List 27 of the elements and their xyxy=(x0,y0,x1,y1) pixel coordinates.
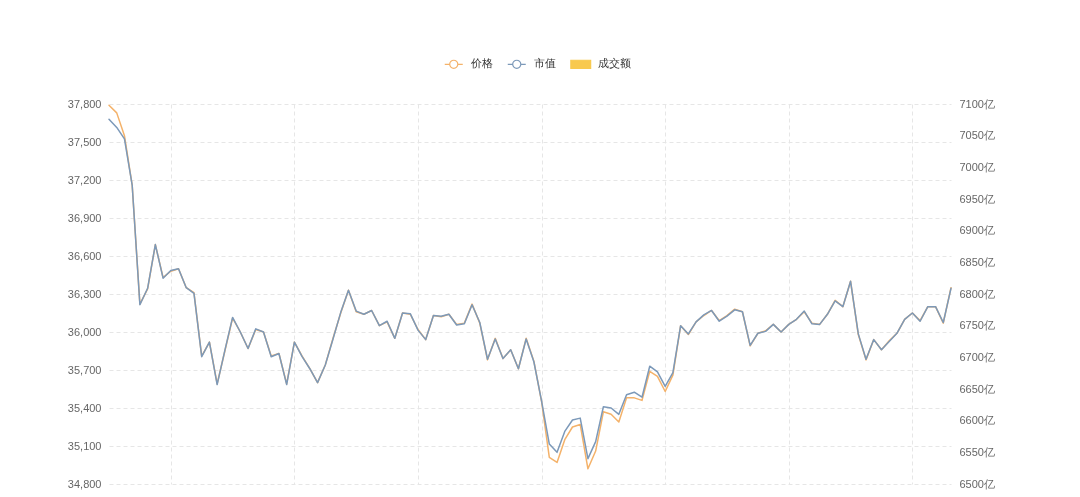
legend-label: 价格 xyxy=(469,57,493,70)
y-tick-label: 37,500 xyxy=(67,135,102,148)
legend-label: 成交额 xyxy=(597,57,631,70)
y-tick-label: 36,000 xyxy=(67,325,102,338)
y2-tick-label: 6850亿 xyxy=(959,255,995,268)
y2-tick-label: 6600亿 xyxy=(959,414,995,427)
y2-tick-label: 6550亿 xyxy=(959,445,995,458)
y2-tick-label: 6500亿 xyxy=(959,477,995,490)
y-tick-label: 35,100 xyxy=(67,439,102,452)
y-tick-label: 35,700 xyxy=(67,363,102,376)
y-tick-label: 36,900 xyxy=(67,211,102,224)
y2-tick-label: 6650亿 xyxy=(959,382,995,395)
y2-tick-label: 6800亿 xyxy=(959,287,995,300)
y-tick-label: 37,800 xyxy=(67,97,102,110)
legend-label: 市值 xyxy=(533,57,556,70)
y2-tick-label: 6950亿 xyxy=(959,192,995,205)
y2-tick-label: 7050亿 xyxy=(959,129,995,142)
y-tick-label: 36,300 xyxy=(67,287,102,300)
y2-tick-label: 7100亿 xyxy=(959,97,995,110)
y2-tick-label: 6900亿 xyxy=(959,224,995,237)
y-tick-label: 37,200 xyxy=(67,173,102,186)
y-tick-label: 35,400 xyxy=(67,401,102,414)
y2-tick-label: 6750亿 xyxy=(959,319,995,332)
y2-tick-label: 7000亿 xyxy=(959,160,995,173)
y-tick-label: 34,800 xyxy=(67,477,102,490)
y-tick-label: 36,600 xyxy=(67,249,102,262)
y2-tick-label: 6700亿 xyxy=(959,350,995,363)
